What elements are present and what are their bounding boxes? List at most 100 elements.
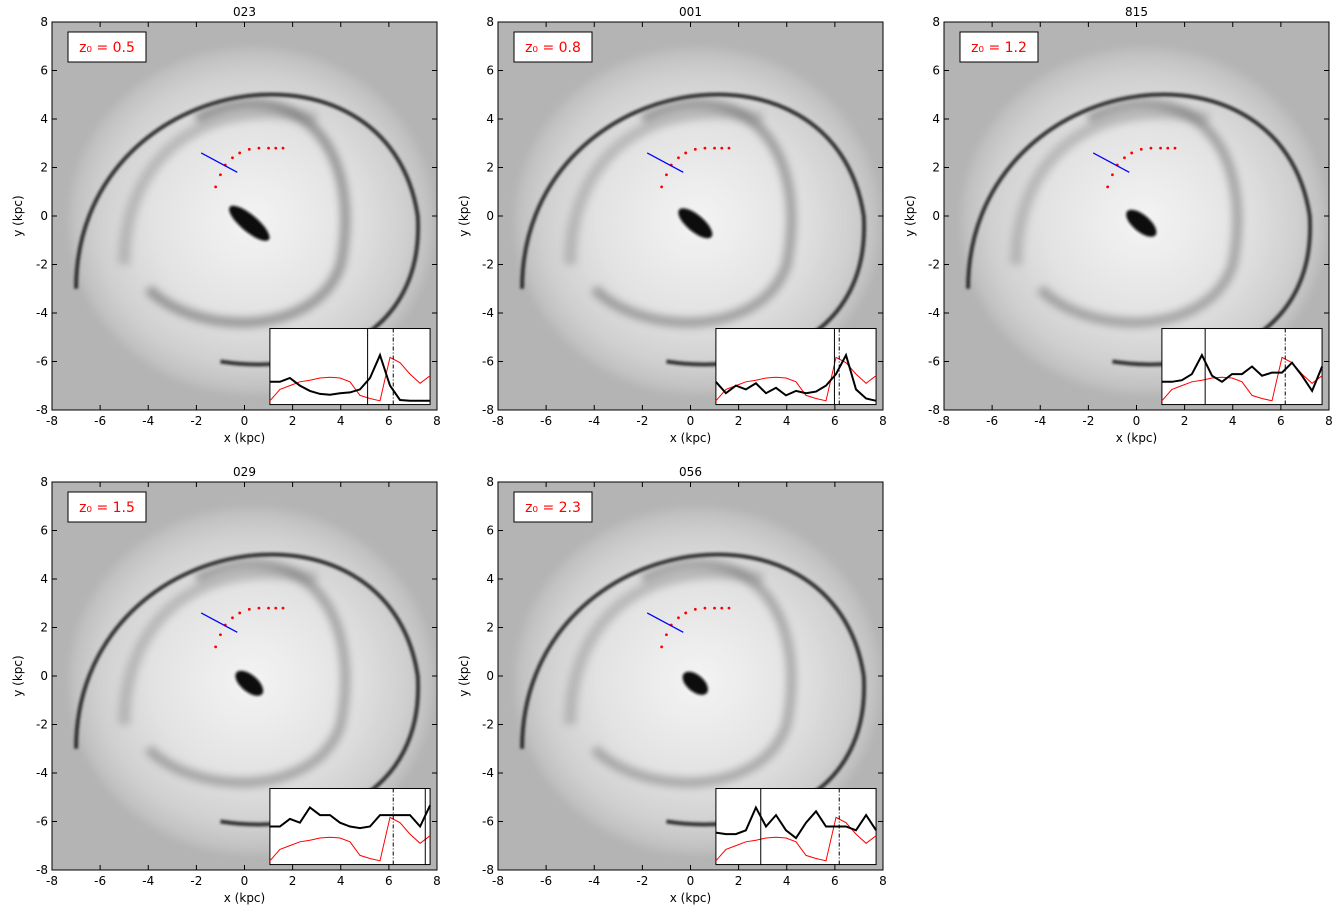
x-tick-label: -4 <box>588 414 600 428</box>
x-tick-label: -6 <box>986 414 998 428</box>
x-tick-label: -6 <box>540 414 552 428</box>
x-tick-label: 6 <box>831 874 839 888</box>
annotation: z₀ = 0.8 <box>525 40 581 56</box>
path-point <box>238 151 242 155</box>
path-point <box>214 645 218 649</box>
panel: -8 -6 -4 -2 0 2 4 6 8 -8 -6 -4 -2 0 2 4 6 8 029 x (kpc) y (k… <box>11 465 441 905</box>
x-tick-label: 6 <box>831 414 839 428</box>
density-image <box>944 22 1329 410</box>
x-tick-label: -4 <box>142 414 154 428</box>
x-axis-label: x (kpc) <box>1116 431 1157 445</box>
x-tick-label: 2 <box>1181 414 1189 428</box>
path-point <box>274 146 278 150</box>
x-tick-label: 2 <box>735 874 743 888</box>
x-tick-label: 8 <box>879 874 887 888</box>
x-tick-label: 6 <box>385 414 393 428</box>
y-tick-label: 2 <box>40 161 48 175</box>
y-tick-label: 0 <box>40 209 48 223</box>
x-tick-label: -2 <box>190 414 202 428</box>
panel-title: 001 <box>679 5 702 19</box>
y-tick-label: -6 <box>482 355 494 369</box>
inner-arm <box>118 566 319 725</box>
path-point <box>231 616 234 620</box>
inset-line <box>269 816 431 862</box>
y-axis-label: y (kpc) <box>903 195 917 236</box>
x-tick-label: 2 <box>735 414 743 428</box>
path-point <box>219 633 222 637</box>
path-point <box>231 156 234 160</box>
panel: -8 -6 -4 -2 0 2 4 6 8 -8 -6 -4 -2 0 2 4 6 8 056 x (kpc) y (k… <box>457 465 887 905</box>
inner-arm <box>1036 98 1243 328</box>
inset-line <box>715 805 877 840</box>
core <box>678 208 713 239</box>
path-point <box>684 151 688 155</box>
panel-title: 023 <box>233 5 256 19</box>
panel: -8 -6 -4 -2 0 2 4 6 8 -8 -6 -4 -2 0 2 4 6 8 023 x (kpc) y (k… <box>11 5 441 445</box>
x-tick-label: 6 <box>385 874 393 888</box>
annotation: z₀ = 1.5 <box>79 500 135 516</box>
path-point <box>1149 146 1153 150</box>
inner-arm <box>1010 106 1211 265</box>
path-point <box>713 606 716 610</box>
y-tick-label: -6 <box>482 815 494 829</box>
path-point <box>720 606 724 610</box>
x-tick-label: 0 <box>241 874 249 888</box>
path-point <box>713 146 716 150</box>
x-tick-label: 2 <box>289 874 297 888</box>
y-axis-label: y (kpc) <box>457 655 471 696</box>
y-tick-label: -8 <box>36 403 48 417</box>
x-tick-label: 8 <box>879 414 887 428</box>
inner-arm <box>590 98 797 328</box>
y-tick-label: -8 <box>928 403 940 417</box>
path-point <box>1111 173 1114 177</box>
inner-arm <box>564 106 765 265</box>
core <box>1126 209 1157 237</box>
path-point <box>1173 146 1177 150</box>
cut-line <box>646 152 684 173</box>
y-tick-label: 4 <box>486 112 494 126</box>
x-tick-label: -2 <box>190 874 202 888</box>
path-point <box>1166 146 1170 150</box>
x-tick-label: -2 <box>1082 414 1094 428</box>
path-point <box>247 147 251 151</box>
y-tick-label: -2 <box>36 718 48 732</box>
annotation-box <box>67 491 147 523</box>
inset-line <box>715 816 877 862</box>
y-tick-label: -2 <box>928 258 940 272</box>
y-tick-label: 0 <box>40 669 48 683</box>
y-axis-label: y (kpc) <box>11 655 25 696</box>
path-point <box>1130 151 1134 155</box>
path-point <box>693 147 697 151</box>
x-tick-label: -4 <box>1034 414 1046 428</box>
x-tick-label: 4 <box>783 874 791 888</box>
path-point <box>281 606 285 610</box>
x-axis-label: x (kpc) <box>670 891 711 905</box>
x-tick-label: -2 <box>636 414 648 428</box>
x-tick-label: 4 <box>1229 414 1237 428</box>
annotation: z₀ = 2.3 <box>525 500 581 516</box>
cut-line <box>646 612 684 633</box>
y-tick-label: -4 <box>36 306 48 320</box>
core <box>682 671 709 695</box>
x-tick-label: 0 <box>1133 414 1141 428</box>
y-tick-label: -6 <box>928 355 940 369</box>
x-tick-label: 4 <box>337 874 345 888</box>
inset-line <box>715 352 877 402</box>
y-tick-label: 8 <box>40 15 48 29</box>
y-tick-label: -2 <box>482 258 494 272</box>
panel: -8 -6 -4 -2 0 2 4 6 8 -8 -6 -4 -2 0 2 4 6 8 001 x (kpc) y (k… <box>457 5 887 445</box>
path-point <box>703 606 707 610</box>
path-point <box>1159 146 1162 150</box>
y-tick-label: 0 <box>486 669 494 683</box>
path-point <box>665 633 668 637</box>
x-tick-label: -6 <box>94 414 106 428</box>
y-tick-label: -8 <box>482 863 494 877</box>
x-tick-label: -2 <box>636 874 648 888</box>
y-axis-label: y (kpc) <box>457 195 471 236</box>
annotation-box <box>513 491 593 523</box>
x-axis-label: x (kpc) <box>224 891 265 905</box>
path-point <box>267 146 270 150</box>
y-tick-label: 0 <box>486 209 494 223</box>
path-point <box>693 607 697 611</box>
